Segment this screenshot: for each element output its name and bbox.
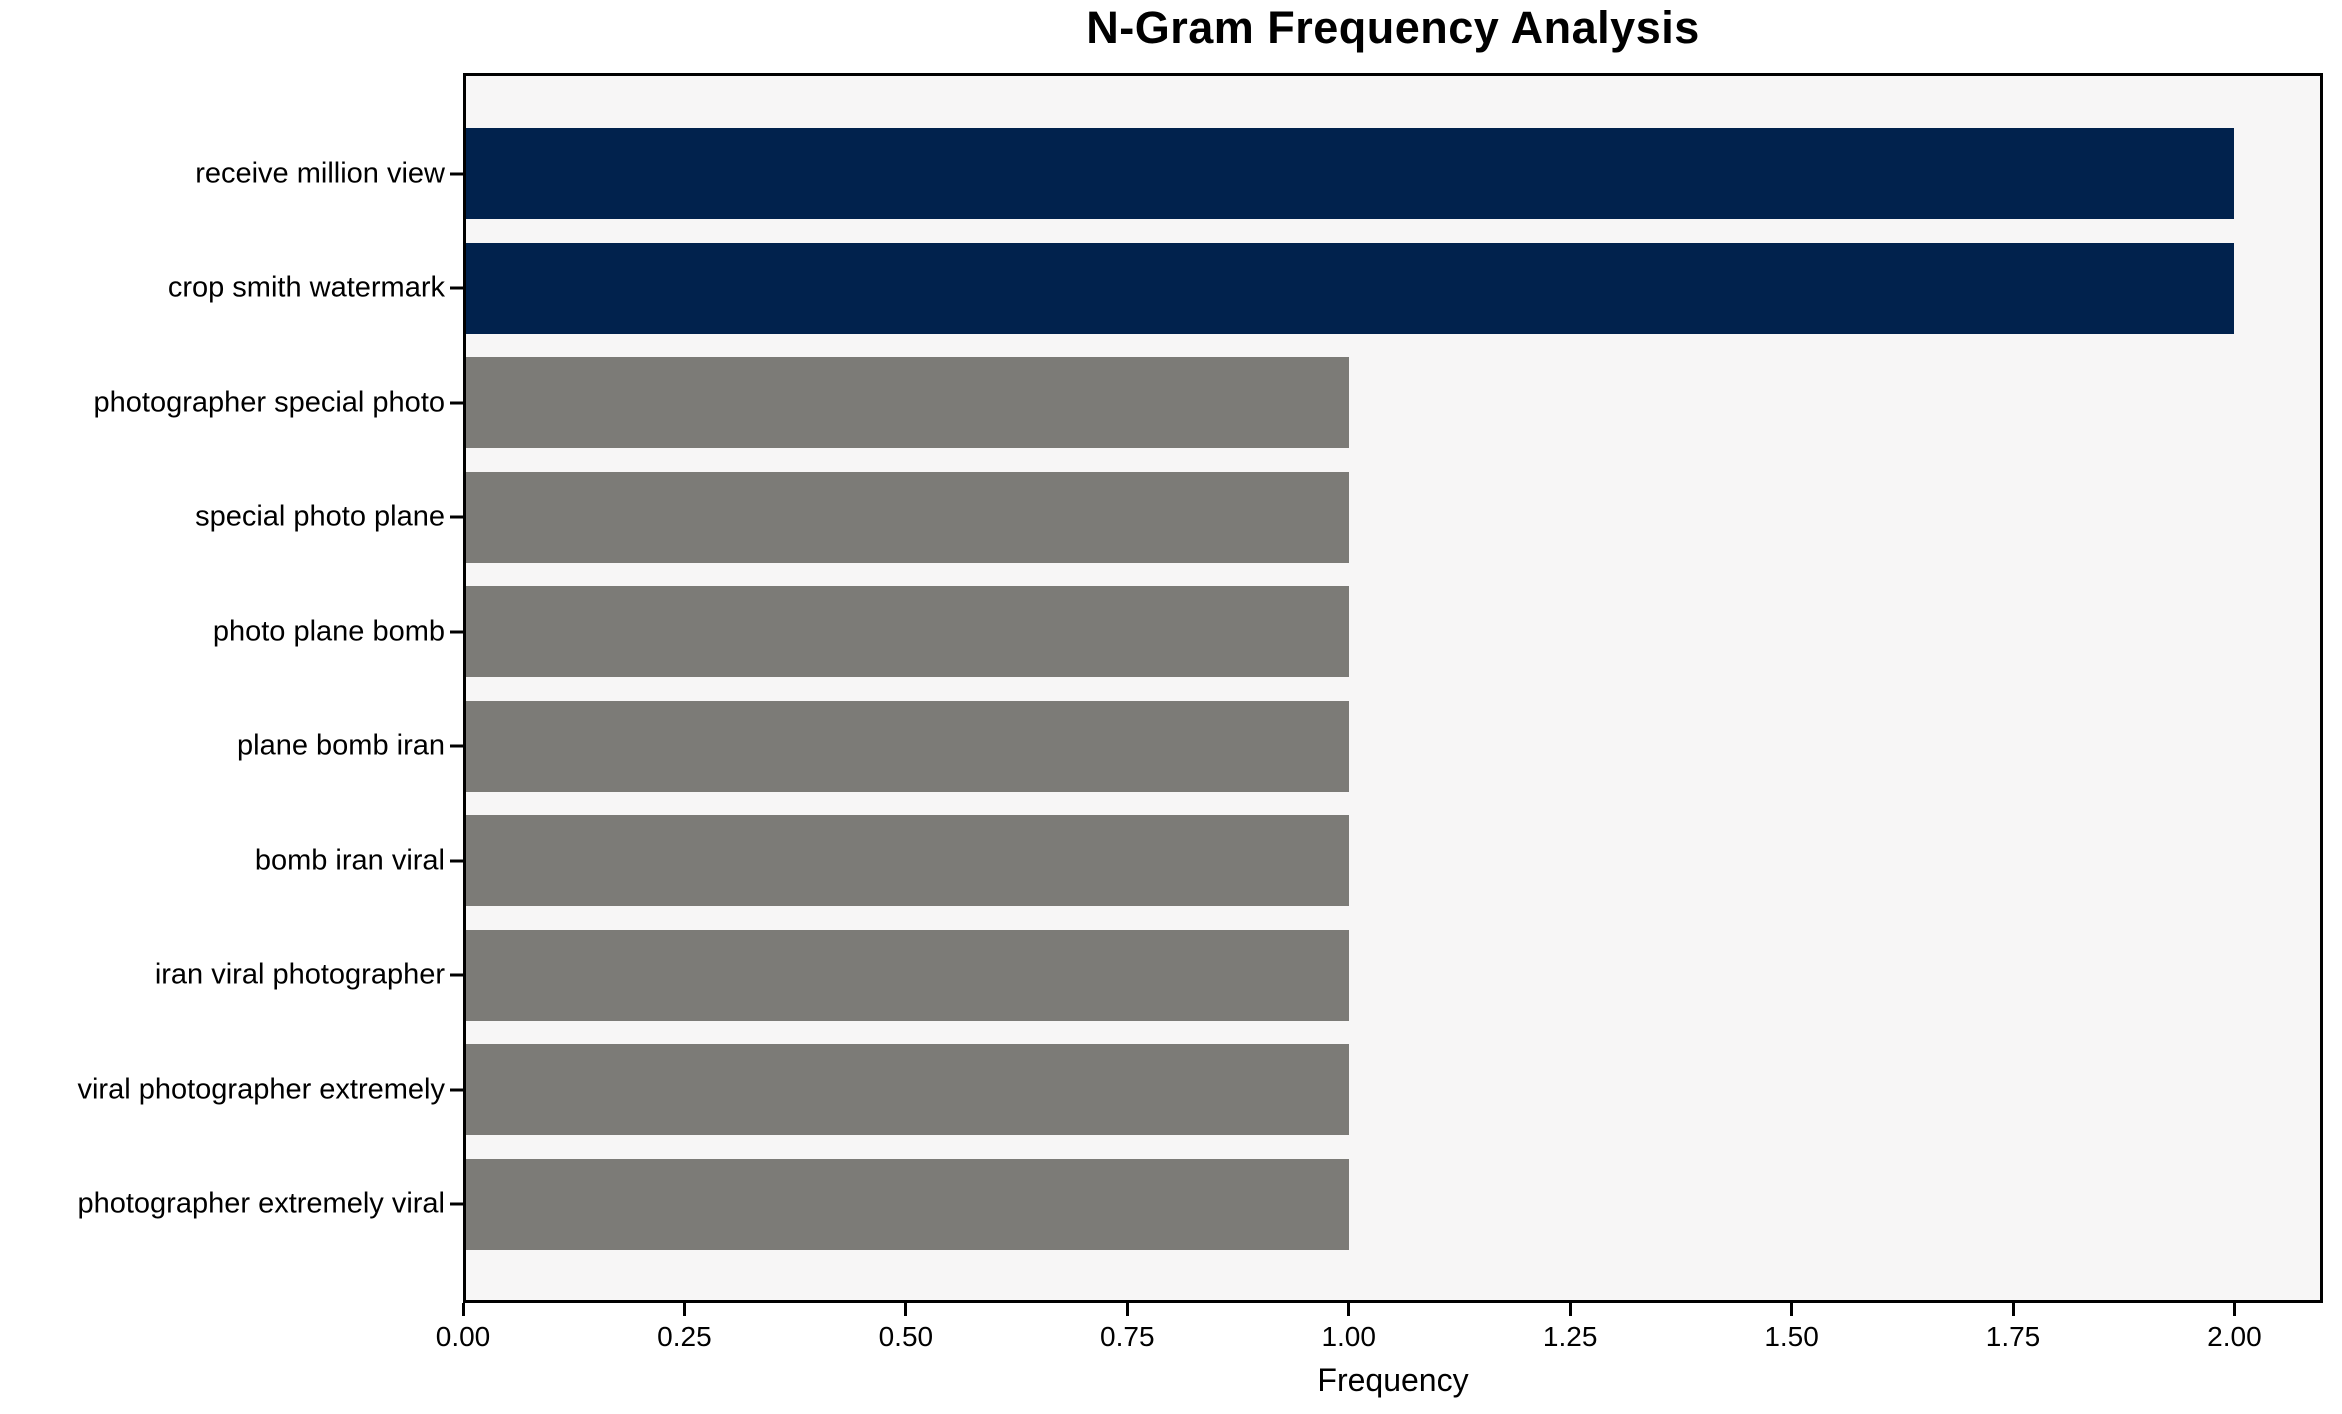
x-tick-mark (1347, 1303, 1351, 1316)
y-tick-label: crop smith watermark (167, 271, 445, 304)
y-tick-mark (450, 1202, 463, 1206)
y-tick-mark (450, 515, 463, 519)
chart-title: N-Gram Frequency Analysis (1086, 2, 1700, 53)
x-tick-mark (1790, 1303, 1794, 1316)
x-tick-label: 1.00 (1321, 1321, 1376, 1352)
y-tick-label: photographer extremely viral (77, 1187, 445, 1220)
y-tick-mark (450, 1088, 463, 1091)
y-tick-label: photographer special photo (93, 386, 445, 418)
x-tick-label: 0.00 (435, 1321, 491, 1352)
x-tick-label: 1.25 (1542, 1321, 1598, 1352)
x-tick-mark (2011, 1303, 2015, 1316)
y-tick-mark (450, 744, 463, 748)
y-tick-mark (450, 630, 463, 633)
y-tick-label: bomb iran viral (254, 844, 445, 876)
x-tick-label: 0.75 (1100, 1321, 1155, 1352)
y-tick-label: iran viral photographer (154, 958, 445, 991)
x-tick-mark (682, 1303, 686, 1316)
x-axis-label: Frequency (1317, 1362, 1469, 1398)
x-tick-mark (904, 1303, 908, 1316)
x-tick-label: 0.50 (878, 1321, 934, 1352)
y-tick-mark (450, 973, 463, 977)
plot-area (463, 73, 2323, 1303)
x-axis-ticks: 0.00 0.25 0.50 0.75 1.00 1.25 1.50 1.75 2.00 (0, 1303, 2342, 1363)
y-tick-mark (450, 859, 463, 862)
y-tick-mark (450, 401, 463, 404)
x-tick-mark (1125, 1303, 1129, 1316)
x-tick-mark (1568, 1303, 1572, 1316)
y-tick-label: photo plane bomb (212, 615, 445, 647)
y-tick-label: receive million view (195, 157, 445, 189)
y-tick-mark (450, 286, 463, 290)
x-tick-label: 1.50 (1764, 1321, 1819, 1352)
x-tick-mark (461, 1303, 465, 1316)
y-tick-mark (450, 172, 463, 175)
x-tick-mark (2232, 1303, 2236, 1316)
x-tick-label: 0.25 (657, 1321, 712, 1352)
y-tick-label: viral photographer extremely (77, 1073, 445, 1105)
x-tick-label: 1.75 (1985, 1321, 2041, 1352)
y-tick-label: special photo plane (195, 500, 445, 533)
x-tick-label: 2.00 (2207, 1321, 2262, 1352)
y-tick-label: plane bomb iran (237, 729, 445, 762)
